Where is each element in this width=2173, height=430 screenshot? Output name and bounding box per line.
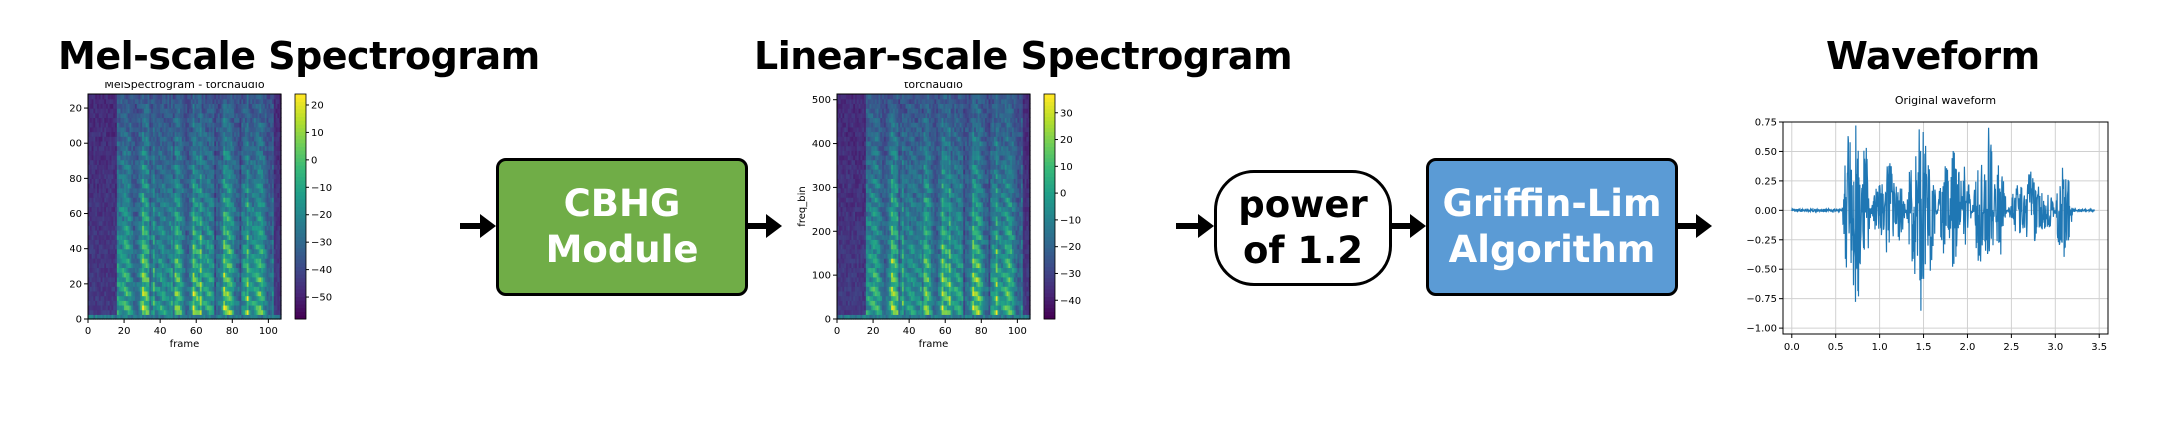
griffin-lim-line-1: Griffin-Lim — [1442, 182, 1662, 225]
y-tick-label: 0 — [76, 315, 82, 326]
colorbar — [295, 94, 306, 320]
colorbar-tick-label: 0 — [1060, 189, 1066, 200]
y-tick-label: 300 — [812, 183, 831, 194]
power-line-2: of 1.2 — [1243, 229, 1363, 272]
arrow-griffin-lim-to-waveform — [1678, 214, 1712, 238]
x-axis-label: frame — [919, 339, 949, 350]
plot-title: MelSpectrogram - torchaudio — [104, 82, 264, 91]
spectrogram-heatmap — [837, 94, 1031, 320]
waveform-line — [1791, 125, 2095, 311]
x-tick-label: 40 — [903, 326, 916, 337]
linear-spectrogram-heading: Linear-scale Spectrogram — [754, 34, 1293, 78]
y-tick-label: 80 — [70, 174, 82, 185]
colorbar-frame — [1043, 93, 1056, 320]
colorbar-tick-label: −40 — [311, 265, 332, 276]
griffin-lim-box: Griffin-Lim Algorithm — [1426, 158, 1678, 296]
plot-frame — [836, 93, 1031, 320]
y-tick-label: 0.50 — [1755, 147, 1777, 158]
plot-title: torchaudio — [904, 82, 963, 91]
colorbar-tick-label: 0 — [311, 155, 317, 166]
cbhg-module-box: CBHG Module — [496, 158, 748, 296]
x-tick-label: 0 — [85, 326, 91, 337]
x-tick-label: 0 — [834, 326, 840, 337]
waveform-plot: Original waveform 0.0 0.5 1.0 1.5 2.0 2.5 3.0 3.… — [1746, 94, 2109, 353]
y-tick-label: 0.25 — [1755, 176, 1777, 187]
colorbar-tick-label: 30 — [1060, 108, 1073, 119]
colorbar-tick-label: −20 — [311, 210, 332, 221]
x-tick-label: 80 — [226, 326, 239, 337]
colorbar-tick-label: −10 — [311, 183, 332, 194]
y-tick-label: 40 — [70, 244, 82, 255]
x-tick-label: 100 — [1008, 326, 1027, 337]
colorbar-tick-label: −30 — [1060, 269, 1081, 280]
colorbar-tick-label: 10 — [311, 128, 324, 139]
y-axis-label: freq_bin — [797, 186, 808, 226]
y-tick-label: 60 — [70, 209, 82, 220]
x-tick-label: 100 — [259, 326, 278, 337]
x-tick-label: 60 — [939, 326, 952, 337]
plot-title: Original waveform — [1895, 94, 1996, 107]
cbhg-line-2: Module — [545, 228, 699, 271]
arrow-cbhg-to-linear — [748, 214, 782, 238]
mel-spectrogram-heading: Mel-scale Spectrogram — [58, 34, 540, 78]
colorbar-tick-label: −30 — [311, 238, 332, 249]
x-tick-label: 20 — [867, 326, 880, 337]
colorbar — [1044, 94, 1055, 320]
x-tick-label: 0.0 — [1784, 342, 1800, 353]
y-tick-label: −1.00 — [1746, 324, 1777, 335]
y-tick-label: 0.00 — [1755, 206, 1777, 217]
x-axis-label: frame — [170, 339, 200, 350]
spectrogram-heatmap — [88, 94, 282, 320]
colorbar-tick-label: −50 — [311, 293, 332, 304]
arrow-linear-to-power — [1176, 214, 1214, 238]
x-tick-label: 3.5 — [2091, 342, 2107, 353]
x-tick-label: 20 — [118, 326, 131, 337]
x-tick-label: 80 — [975, 326, 988, 337]
plot-frame — [1782, 121, 2109, 335]
colorbar-frame — [294, 93, 307, 320]
x-tick-label: 2.0 — [1960, 342, 1976, 353]
plot-frame — [87, 93, 282, 320]
power-box: power of 1.2 — [1214, 170, 1392, 286]
x-tick-label: 1.0 — [1872, 342, 1888, 353]
griffin-lim-line-2: Algorithm — [1448, 228, 1656, 271]
y-tick-label: 0 — [825, 315, 831, 326]
x-tick-label: 2.5 — [2003, 342, 2019, 353]
arrow-power-to-griffin-lim — [1392, 214, 1426, 238]
colorbar-tick-label: 10 — [1060, 162, 1073, 173]
colorbar-tick-label: 20 — [1060, 135, 1073, 146]
x-tick-label: 0.5 — [1828, 342, 1844, 353]
x-tick-label: 40 — [154, 326, 167, 337]
y-tick-label: −0.25 — [1746, 235, 1777, 246]
y-tick-label: 100 — [70, 139, 82, 150]
cbhg-line-1: CBHG — [563, 182, 681, 225]
y-tick-label: −0.75 — [1746, 294, 1777, 305]
y-tick-label: −0.50 — [1746, 265, 1777, 276]
colorbar-tick-label: −20 — [1060, 242, 1081, 253]
y-tick-label: 200 — [812, 227, 831, 238]
colorbar-tick-label: −10 — [1060, 215, 1081, 226]
colorbar-tick-label: 20 — [311, 100, 324, 111]
y-tick-label: 20 — [70, 279, 82, 290]
waveform-heading: Waveform — [1826, 34, 2040, 78]
power-line-1: power — [1238, 183, 1368, 226]
colorbar-tick-label: −40 — [1060, 296, 1081, 307]
y-tick-label: 400 — [812, 139, 831, 150]
x-tick-label: 60 — [190, 326, 203, 337]
arrow-mel-to-cbhg — [460, 214, 496, 238]
x-tick-label: 1.5 — [1916, 342, 1932, 353]
y-tick-label: 120 — [70, 104, 82, 115]
y-tick-label: 0.75 — [1755, 118, 1777, 129]
x-tick-label: 3.0 — [2047, 342, 2063, 353]
y-tick-label: 100 — [812, 271, 831, 282]
y-tick-label: 500 — [812, 95, 831, 106]
